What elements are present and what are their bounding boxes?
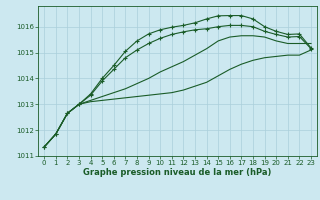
X-axis label: Graphe pression niveau de la mer (hPa): Graphe pression niveau de la mer (hPa) [84,168,272,177]
